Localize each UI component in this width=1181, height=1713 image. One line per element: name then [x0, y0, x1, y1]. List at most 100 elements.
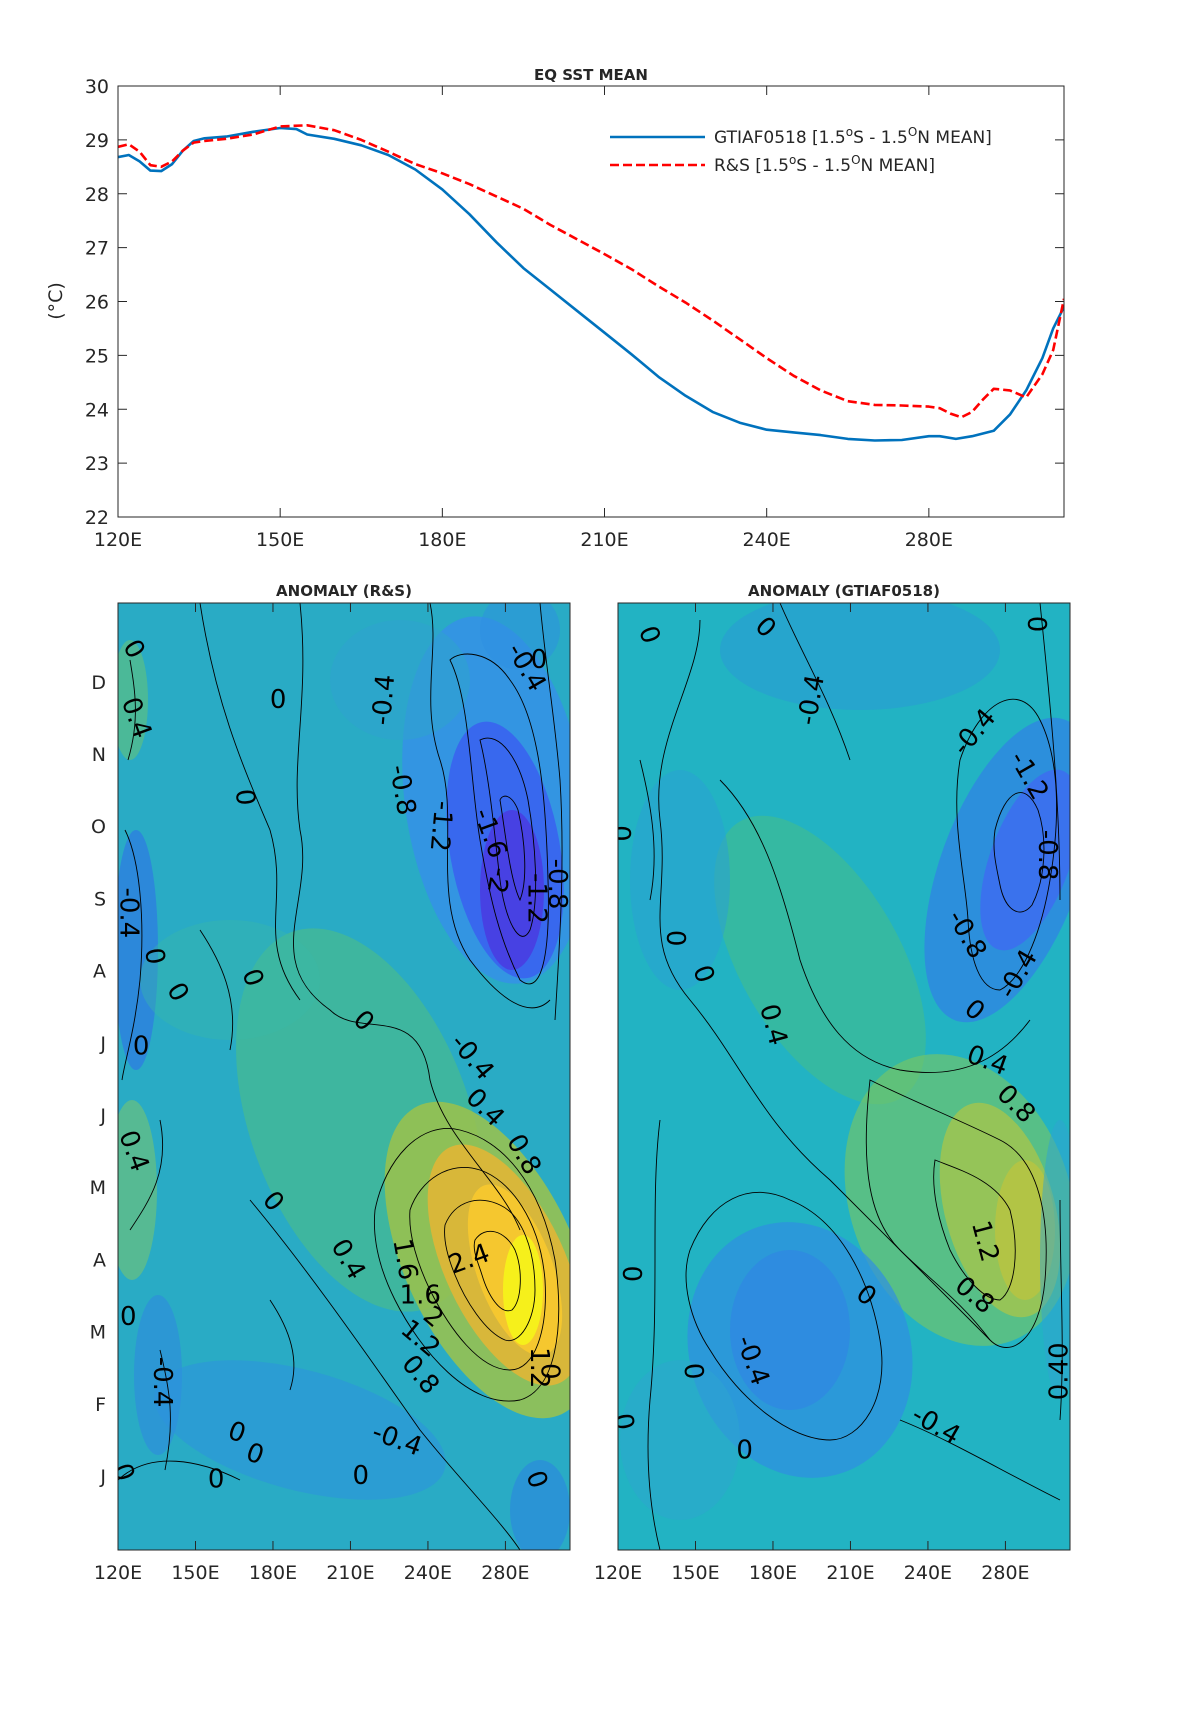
y-tick-label: 22: [85, 507, 109, 529]
legend-label-gtiaf0518: GTIAF0518 [1.5oS - 1.5ON MEAN]: [714, 125, 992, 148]
y-tick-label: 23: [85, 453, 109, 475]
anomaly-blob: [630, 770, 730, 990]
x-tick-label: 240E: [904, 1562, 952, 1584]
contour-label: -0.4: [367, 673, 401, 726]
contour-label: -1.2: [424, 800, 458, 853]
line-chart-series: [118, 124, 1064, 442]
contour-label: 0: [133, 1031, 150, 1061]
month-tick-label: J: [99, 1033, 106, 1055]
month-tick-label: A: [93, 961, 106, 983]
month-tick-label: M: [90, 1322, 106, 1344]
contour-label: 0: [677, 1362, 708, 1381]
anomaly-blob: [118, 830, 158, 1070]
month-tick-label: S: [94, 888, 106, 910]
x-tick-label: 150E: [671, 1562, 719, 1584]
x-tick-label: 150E: [256, 529, 304, 551]
contour-label: 0: [353, 1461, 370, 1491]
month-tick-label: O: [91, 816, 106, 838]
contour-label: 0: [1024, 616, 1054, 633]
line-chart-axes-box: [117, 85, 1065, 518]
month-tick-label: J: [99, 1105, 106, 1127]
anomaly-blob: [118, 640, 148, 760]
y-tick-label: 30: [85, 76, 109, 98]
y-tick-label: 29: [85, 130, 109, 152]
anomaly-blob: [995, 1160, 1055, 1300]
contour-label: -0.8: [1032, 830, 1062, 881]
contour-label: 0: [229, 788, 260, 807]
contour-label: -1.2: [521, 873, 551, 924]
contour-label: 1.6: [386, 1236, 423, 1282]
x-tick-label: 120E: [94, 529, 142, 551]
contour-label: 0: [616, 1266, 646, 1283]
x-tick-label: 210E: [326, 1562, 374, 1584]
contour-label: 0: [660, 930, 690, 947]
month-tick-label: J: [99, 1466, 106, 1488]
anomaly-rs-title: ANOMALY (R&S): [276, 582, 412, 600]
anomaly-blob: [510, 1460, 570, 1550]
contour-label: 1.2: [524, 1347, 554, 1388]
month-tick-label: N: [92, 744, 106, 766]
month-tick-label: F: [95, 1394, 106, 1416]
contour-label: 0: [608, 825, 638, 842]
contour-label: 0.40: [1045, 1342, 1075, 1400]
anomaly-rs-month-ticks: J F M A M J J A S O N D: [90, 672, 106, 1488]
anomaly-gtiaf-contours: [639, 603, 1063, 1550]
line-chart-title: EQ SST MEAN: [534, 66, 648, 84]
x-tick-label: 240E: [743, 529, 791, 551]
anomaly-gtiaf-heatmap: ANOMALY (GTIAF0518): [594, 582, 1075, 1584]
y-tick-label: 28: [85, 184, 109, 206]
x-tick-label: 120E: [594, 1562, 642, 1584]
anomaly-gtiaf-axes-box: [617, 602, 1071, 1551]
month-tick-label: A: [93, 1249, 106, 1271]
anomaly-blob: [714, 815, 926, 1105]
x-tick-label: 210E: [580, 529, 628, 551]
x-tick-label: 180E: [249, 1562, 297, 1584]
month-tick-label: D: [91, 672, 106, 694]
anomaly-blob: [140, 920, 320, 1040]
contour-label: -0.4: [147, 1357, 177, 1408]
contour-label: 0: [120, 1302, 137, 1332]
x-tick-label: 120E: [94, 1562, 142, 1584]
anomaly-blob: [480, 603, 560, 670]
contour-label: 0: [534, 1363, 564, 1380]
anomaly-blob: [620, 1360, 740, 1520]
x-tick-label: 180E: [418, 529, 466, 551]
series-line-1: [118, 124, 1064, 419]
y-tick-label: 24: [85, 399, 109, 421]
anomaly-rs-axes-box: [117, 602, 571, 1551]
contour-label: 0: [270, 685, 287, 715]
anomaly-rs-x-ticks: 120E 150E 180E 210E 240E 280E: [94, 603, 530, 1584]
y-tick-label: 26: [85, 292, 109, 314]
x-tick-label: 210E: [826, 1562, 874, 1584]
y-tick-label: 27: [85, 238, 109, 260]
month-tick-label: M: [90, 1177, 106, 1199]
anomaly-rs-field: 00.4 0 -0.4-0.400 -0.8-1.2 -1.6-2 -1.2-0.8-0.…: [113, 603, 572, 1550]
contour-label: 1.6: [400, 1281, 441, 1311]
line-chart-y-axis-label: (°C): [45, 282, 67, 320]
contour-label: 0: [138, 945, 170, 967]
line-chart-x-ticks: 120E 150E 180E 210E 240E 280E: [94, 86, 953, 551]
x-tick-label: 150E: [171, 1562, 219, 1584]
contour-label: 0: [607, 1411, 639, 1433]
contour-label: -0.8: [542, 859, 572, 910]
line-chart-legend: GTIAF0518 [1.5oS - 1.5ON MEAN] R&S [1.5o…: [610, 125, 992, 176]
anomaly-blob: [730, 1250, 850, 1410]
anomaly-blob: [118, 1100, 157, 1280]
x-tick-label: 280E: [981, 1562, 1029, 1584]
anomaly-rs-contours: [118, 603, 563, 1550]
x-tick-label: 280E: [905, 529, 953, 551]
anomaly-gtiaf-title: ANOMALY (GTIAF0518): [748, 582, 940, 600]
anomaly-blob: [154, 1360, 446, 1500]
anomaly-blob: [720, 603, 1000, 710]
anomaly-blob: [503, 1235, 543, 1345]
contour-label: -0.4: [113, 887, 143, 938]
anomaly-blob: [980, 769, 1070, 951]
anomaly-rs-heatmap: ANOMALY (R&S): [90, 582, 572, 1584]
contour-label: 0: [208, 1465, 225, 1495]
line-chart-y-ticks: 22 23 24 25 26 27 28 29 30: [85, 76, 1064, 529]
contour-label: 0: [531, 645, 548, 675]
anomaly-blob: [480, 810, 544, 970]
